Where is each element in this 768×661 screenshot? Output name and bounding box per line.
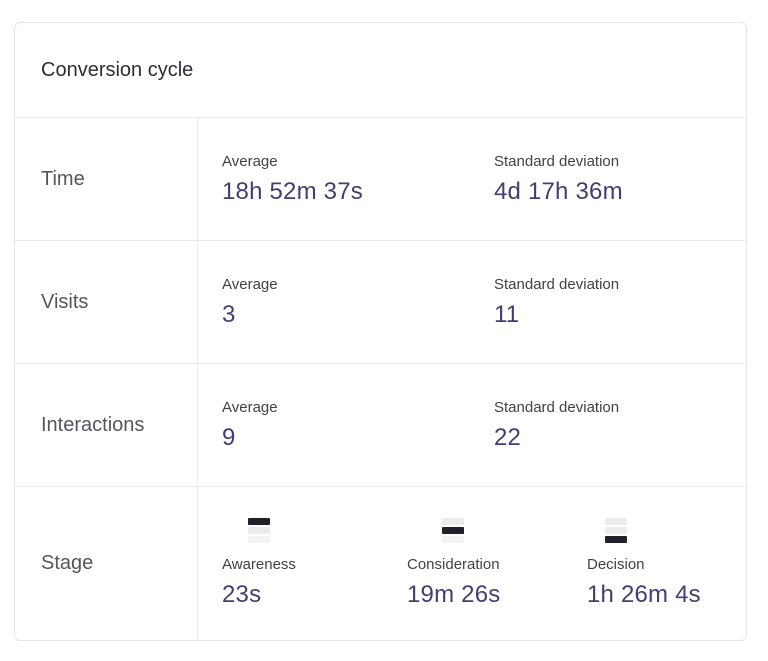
metric-value: 3	[222, 300, 236, 328]
stage-value: 23s	[222, 581, 262, 608]
metric-label: Average	[222, 398, 278, 416]
metric-interactions-average: Average 9	[222, 399, 494, 452]
funnel-bar	[247, 536, 270, 543]
funnel-bar	[442, 527, 465, 534]
metric-label: Standard deviation	[494, 152, 620, 170]
metric-label: Average	[222, 152, 278, 170]
card-title-row: Conversion cycle	[15, 23, 746, 117]
funnel-bar	[247, 518, 270, 525]
table-row-visits: Visits Average 3 Standard deviation 11	[15, 240, 746, 363]
metric-value: 11	[494, 300, 520, 328]
stage-consideration: Consideration 19m 26s	[407, 518, 587, 609]
funnel-bar	[604, 527, 627, 534]
table-row-interactions: Interactions Average 9 Standard deviatio…	[15, 363, 746, 486]
row-content-stage: Awareness 23s Consideration 19m 26s	[197, 487, 746, 640]
stage-head: Decision	[587, 518, 645, 573]
funnel-stage-top-icon	[247, 518, 270, 543]
metric-time-std-deviation: Standard deviation 4d 17h 36m	[494, 153, 746, 206]
stage-value: 1h 26m 4s	[587, 581, 701, 608]
funnel-bar	[604, 518, 627, 525]
metric-label: Average	[222, 275, 278, 293]
row-label-time: Time	[41, 167, 85, 190]
row-content-interactions: Average 9 Standard deviation 22	[197, 364, 746, 486]
stage-head: Consideration	[407, 518, 500, 573]
funnel-bar	[247, 527, 270, 534]
conversion-cycle-card: Conversion cycle Time Average 18h 52m 37…	[14, 22, 747, 641]
metric-value: 18h 52m 37s	[222, 177, 363, 205]
funnel-bar	[442, 536, 465, 543]
metric-time-average: Average 18h 52m 37s	[222, 153, 494, 206]
stage-head: Awareness	[222, 518, 296, 573]
row-label-stage: Stage	[41, 552, 94, 574]
row-label-visits: Visits	[41, 290, 89, 313]
metric-value: 9	[222, 423, 236, 451]
metric-label: Standard deviation	[494, 275, 620, 293]
row-content-visits: Average 3 Standard deviation 11	[197, 241, 746, 363]
metric-label: Standard deviation	[494, 398, 620, 416]
metric-value: 4d 17h 36m	[494, 177, 623, 205]
table-row-stage: Stage Awareness 23s	[15, 486, 746, 640]
metric-interactions-std-deviation: Standard deviation 22	[494, 399, 746, 452]
funnel-bar	[604, 536, 627, 543]
table-row-time: Time Average 18h 52m 37s Standard deviat…	[15, 117, 746, 240]
stage-name: Awareness	[222, 556, 296, 573]
stage-value: 19m 26s	[407, 581, 501, 608]
funnel-bar	[442, 518, 465, 525]
stage-name: Decision	[587, 556, 645, 573]
stage-awareness: Awareness 23s	[222, 518, 407, 609]
row-label-interactions: Interactions	[41, 413, 145, 436]
stage-decision: Decision 1h 26m 4s	[587, 518, 746, 609]
metric-value: 22	[494, 423, 522, 451]
metric-visits-std-deviation: Standard deviation 11	[494, 276, 746, 329]
funnel-stage-middle-icon	[442, 518, 465, 543]
row-content-time: Average 18h 52m 37s Standard deviation 4…	[197, 118, 746, 240]
stage-name: Consideration	[407, 556, 500, 573]
metric-visits-average: Average 3	[222, 276, 494, 329]
card-title: Conversion cycle	[41, 58, 194, 81]
funnel-stage-bottom-icon	[604, 518, 627, 543]
